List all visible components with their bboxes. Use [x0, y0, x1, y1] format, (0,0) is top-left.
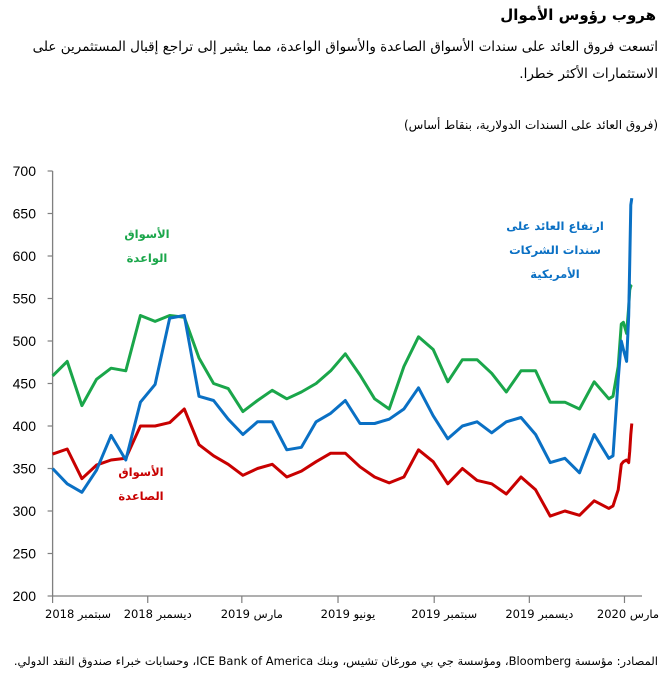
y-tick-label: 250 [13, 546, 37, 562]
us-corporate-line [51, 197, 634, 494]
emerging-markets-line [52, 407, 634, 518]
x-tick-label: مارس 2019 [221, 607, 283, 622]
y-tick-label: 300 [13, 503, 37, 519]
y-tick-label: 700 [13, 163, 37, 179]
y-tick-label: 500 [13, 333, 37, 349]
y-tick-label: 650 [13, 206, 37, 222]
source-note: المصادر: مؤسسة Bloomberg، ومؤسسة جي بي م… [13, 654, 658, 668]
us-corporate-annotation: سندات الشركات [509, 243, 601, 257]
x-tick-label: ديسمبر 2018 [124, 607, 192, 622]
emerging-markets-annotation: الصاعدة [118, 489, 163, 503]
us-corporate-annotation: الأمريكية [530, 267, 579, 281]
frontier-markets-annotation: الأسواق [124, 227, 169, 242]
y-tick-label: 450 [13, 376, 37, 392]
unit-label: (فروق العائد على السندات الدولارية، بنقا… [403, 118, 658, 132]
frontier-markets-annotation: الواعدة [127, 251, 168, 266]
y-tick-label: 400 [13, 418, 37, 434]
chart-title: هروب رؤوس الأموال [500, 6, 656, 24]
emerging-markets-annotation: الأسواق [118, 465, 163, 480]
y-tick-label: 600 [13, 248, 37, 264]
chart-subtitle: اتسعت فروق العائد على سندات الأسواق الصا… [32, 39, 658, 82]
y-tick-label: 550 [13, 291, 37, 307]
frontier-markets-line [51, 283, 633, 414]
x-tick-label: مارس 2020 [597, 607, 659, 622]
x-tick-label: سبتمبر 2018 [45, 607, 111, 622]
x-tick-label: يونيو 2019 [321, 607, 376, 622]
x-tick-label: سبتمبر 2019 [411, 607, 477, 622]
us-corporate-annotation: ارتفاع العائد على [506, 219, 604, 233]
x-tick-label: ديسمبر 2019 [505, 607, 573, 622]
y-tick-label: 200 [13, 588, 37, 604]
y-tick-label: 350 [13, 461, 37, 477]
